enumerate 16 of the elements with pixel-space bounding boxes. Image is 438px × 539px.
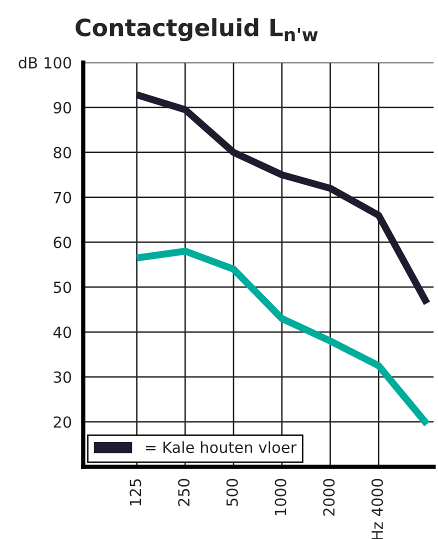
x-tick-label: 250 — [178, 478, 190, 506]
chart-title: Contactgeluid Ln'w — [76, 18, 318, 42]
legend-label: = Kale houten vloer — [146, 441, 297, 454]
y-tick-label: 30 — [54, 371, 72, 383]
x-tick-label: 500 — [226, 478, 238, 506]
y-tick-label: 60 — [54, 236, 72, 248]
y-tick-label: 50 — [54, 282, 72, 294]
x-tick-label: 125 — [130, 479, 142, 506]
y-tick-label: dB 100 — [18, 56, 72, 69]
y-tick-label: 80 — [54, 146, 72, 158]
x-tick-label: 1000 — [274, 478, 286, 516]
y-tick-label: 70 — [54, 192, 72, 204]
x-tick-label: 2000 — [323, 478, 335, 516]
y-tick-label: 90 — [54, 102, 72, 114]
y-tick-label: 20 — [54, 416, 72, 428]
y-tick-label: 40 — [53, 326, 72, 338]
